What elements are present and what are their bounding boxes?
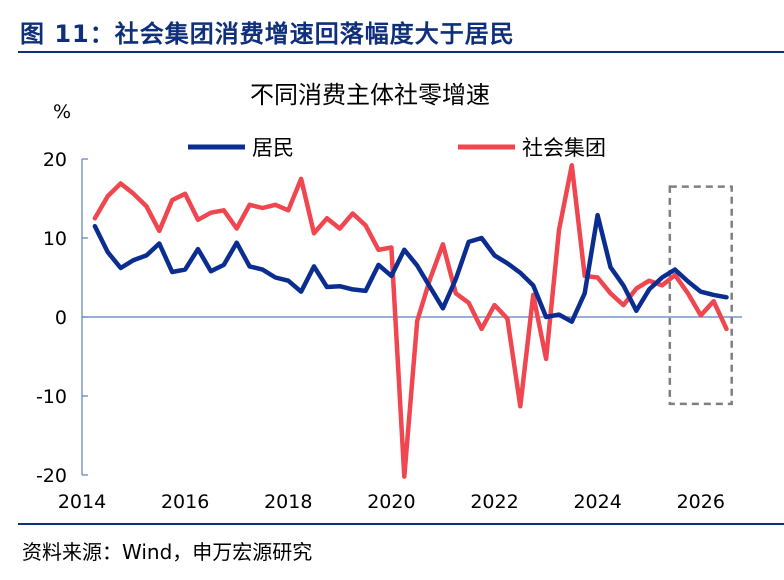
legend: 居民 社会集团 (188, 136, 606, 160)
x-tick-label: 2020 (367, 491, 415, 513)
series-layer (92, 163, 729, 479)
y-tick-label: 10 (43, 228, 67, 250)
x-tick-label: 2018 (264, 491, 312, 513)
footer-rule (18, 523, 784, 525)
axes: 20 10 0 -10 -20 2014 2016 2018 2020 2022 2024 2026 (36, 149, 742, 513)
x-tick-label: 2016 (161, 491, 209, 513)
residents-line (92, 212, 729, 324)
legend-label-residents: 居民 (252, 136, 294, 160)
source-note: 资料来源：Wind，申万宏源研究 (22, 540, 313, 564)
x-tick-label: 2014 (58, 491, 106, 513)
x-tick-label: 2024 (573, 491, 621, 513)
social-groups-line (92, 163, 729, 479)
x-tick-label: 2026 (677, 491, 725, 513)
y-tick-label: 0 (55, 307, 67, 329)
y-tick-label: 20 (43, 149, 67, 171)
y-tick-label: -20 (36, 465, 67, 487)
chart-title: 不同消费主体社零增速 (250, 81, 490, 109)
y-tick-label: -10 (36, 386, 67, 408)
forecast-box (668, 185, 733, 406)
x-tick-label: 2022 (470, 491, 518, 513)
legend-label-social-groups: 社会集团 (522, 136, 606, 160)
y-axis-unit-label: % (53, 101, 71, 123)
title-rule (18, 51, 784, 53)
forecast-box-group (668, 185, 733, 406)
figure-title: 图 11：社会集团消费增速回落幅度大于居民 (20, 20, 515, 48)
